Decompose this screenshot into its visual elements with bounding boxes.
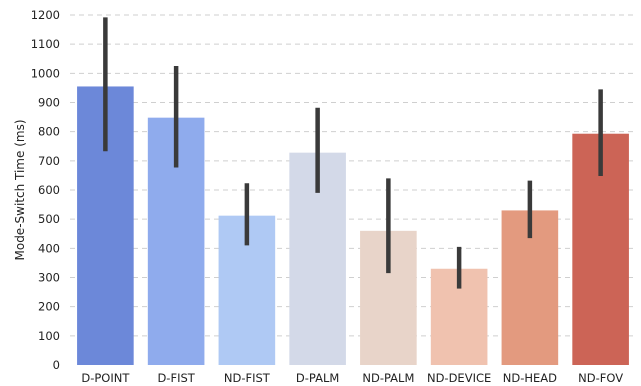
y-tick-label: 1100	[31, 37, 60, 51]
y-tick-label: 700	[38, 154, 60, 168]
y-tick-label: 300	[38, 271, 60, 285]
y-tick-label: 1200	[31, 8, 60, 22]
y-tick-label: 0	[53, 358, 60, 372]
x-tick-label: ND-DEVICE	[427, 371, 491, 385]
x-tick-label: D-POINT	[81, 371, 130, 385]
y-tick-label: 1000	[31, 66, 60, 80]
x-tick-label: ND-PALM	[362, 371, 414, 385]
x-tick-label: ND-HEAD	[503, 371, 557, 385]
y-tick-label: 100	[38, 329, 60, 343]
x-axis-ticks: D-POINT D-FIST ND-FIST D-PALM ND-PALM ND-DEVI…	[81, 371, 623, 385]
x-tick-label: ND-FOV	[578, 371, 623, 385]
y-tick-label: 400	[38, 241, 60, 255]
y-tick-label: 900	[38, 96, 60, 110]
x-tick-label: ND-FIST	[224, 371, 271, 385]
x-tick-label: D-FIST	[157, 371, 195, 385]
y-tick-label: 800	[38, 125, 60, 139]
y-tick-label: 500	[38, 212, 60, 226]
error-bars	[103, 17, 603, 289]
y-axis-title: Mode-Switch Time (ms)	[13, 120, 27, 261]
bars	[77, 86, 629, 366]
y-tick-label: 600	[38, 183, 60, 197]
y-tick-label: 200	[38, 300, 60, 314]
x-tick-label: D-PALM	[296, 371, 339, 385]
y-axis-ticks: 0 100 200 300 400 500 600 700 800 900 1000 1100 1200	[31, 8, 60, 372]
